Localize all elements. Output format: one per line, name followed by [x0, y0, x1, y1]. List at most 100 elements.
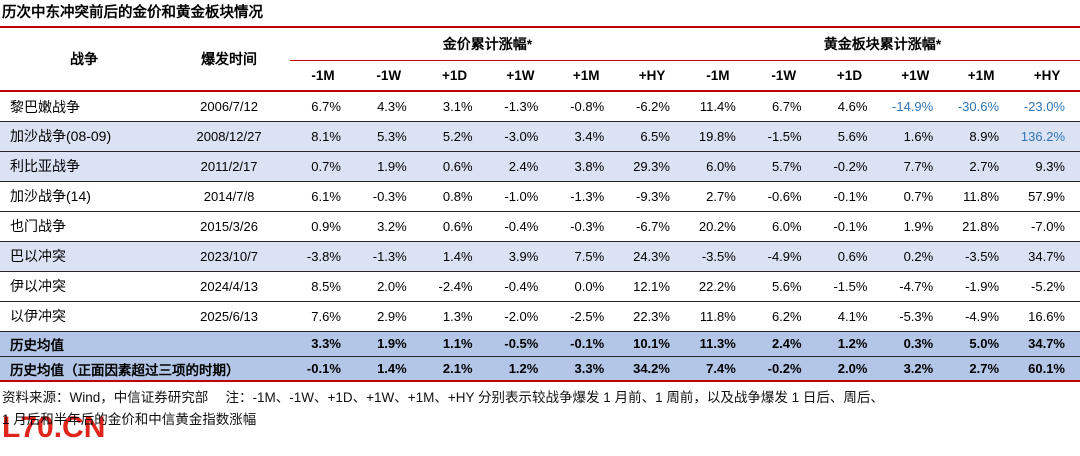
table-row: 黎巴嫩战争 2006/7/12 6.7% 4.3% 3.1% -1.3% -0.8% -6.2… — [0, 91, 1080, 122]
value-cell: 11.4% — [684, 91, 751, 122]
value-cell: 11.8% — [684, 301, 751, 332]
value-cell: 2.4% — [487, 151, 554, 182]
value-cell: 22.3% — [619, 301, 685, 332]
value-cell: -14.9% — [882, 91, 949, 122]
value-cell: 5.2% — [421, 121, 488, 152]
value-cell: 0.3% — [882, 331, 949, 357]
period-header: -1M — [684, 60, 751, 93]
group-header-gold-sector: 黄金板块累计涨幅* — [684, 27, 1080, 61]
value-cell: -5.3% — [882, 301, 949, 332]
date-cell: 2014/7/8 — [168, 181, 291, 212]
value-cell: 2.0% — [355, 271, 422, 302]
value-cell: 0.6% — [421, 151, 488, 182]
value-cell: 5.6% — [816, 121, 883, 152]
value-cell: -6.7% — [619, 211, 685, 242]
value-cell: -5.2% — [1014, 271, 1080, 302]
period-header: +1M — [553, 60, 620, 93]
war-name-cell: 利比亚战争 — [0, 151, 169, 182]
period-header: +1W — [487, 60, 554, 93]
table-row: 利比亚战争 2011/2/17 0.7% 1.9% 0.6% 2.4% 3.8% 29.3% 6… — [0, 151, 1080, 182]
value-cell: 9.3% — [1014, 151, 1080, 182]
period-header: +1D — [816, 60, 883, 93]
value-cell: 11.8% — [948, 181, 1015, 212]
value-cell: 6.7% — [750, 91, 817, 122]
value-cell: -1.0% — [487, 181, 554, 212]
value-cell: 7.6% — [290, 301, 356, 332]
war-name-cell: 加沙战争(08-09) — [0, 121, 169, 152]
value-cell: 1.9% — [355, 151, 422, 182]
value-cell: 1.6% — [882, 121, 949, 152]
value-cell: 24.3% — [619, 241, 685, 272]
value-cell: 3.8% — [553, 151, 620, 182]
value-cell: 34.7% — [1014, 241, 1080, 272]
table-row: 加沙战争(08-09) 2008/12/27 8.1% 5.3% 5.2% -3.0% 3.… — [0, 121, 1080, 152]
value-cell: -2.4% — [421, 271, 488, 302]
period-header: +1W — [882, 60, 949, 93]
summary-label-cell: 历史均值 — [0, 331, 291, 357]
value-cell: -2.0% — [487, 301, 554, 332]
column-header-war: 战争 — [0, 27, 169, 93]
value-cell: 8.5% — [290, 271, 356, 302]
value-cell: -0.5% — [487, 331, 554, 357]
value-cell: 22.2% — [684, 271, 751, 302]
period-header: -1W — [750, 60, 817, 93]
period-header: +1D — [421, 60, 488, 93]
value-cell: 34.2% — [619, 356, 685, 383]
value-cell: -0.2% — [750, 356, 817, 383]
value-cell: 34.7% — [1014, 331, 1080, 357]
value-cell: -6.2% — [619, 91, 685, 122]
value-cell: 6.7% — [290, 91, 356, 122]
value-cell: 136.2% — [1014, 121, 1080, 152]
value-cell: 6.0% — [684, 151, 751, 182]
value-cell: -4.7% — [882, 271, 949, 302]
value-cell: -3.0% — [487, 121, 554, 152]
value-cell: 1.3% — [421, 301, 488, 332]
date-cell: 2011/2/17 — [168, 151, 291, 182]
value-cell: 7.5% — [553, 241, 620, 272]
value-cell: 3.1% — [421, 91, 488, 122]
value-cell: 6.0% — [750, 211, 817, 242]
value-cell: 0.2% — [882, 241, 949, 272]
period-header: -1W — [355, 60, 422, 93]
value-cell: 1.9% — [882, 211, 949, 242]
date-cell: 2008/12/27 — [168, 121, 291, 152]
value-cell: 1.2% — [487, 356, 554, 383]
value-cell: -7.0% — [1014, 211, 1080, 242]
value-cell: -1.3% — [355, 241, 422, 272]
table-header: 战争 爆发时间 金价累计涨幅* 黄金板块累计涨幅* -1M -1W +1D +1W +1… — [0, 27, 1080, 93]
period-header: -1M — [290, 60, 356, 93]
value-cell: 5.0% — [948, 331, 1015, 357]
value-cell: 1.4% — [355, 356, 422, 383]
source-note: 资料来源：Wind，中信证券研究部 注：-1M、-1W、+1D、+1W、+1M、… — [0, 382, 1080, 431]
value-cell: -0.4% — [487, 211, 554, 242]
value-cell: 8.1% — [290, 121, 356, 152]
value-cell: -9.3% — [619, 181, 685, 212]
value-cell: 10.1% — [619, 331, 685, 357]
value-cell: 2.7% — [948, 356, 1015, 383]
value-cell: -0.3% — [553, 211, 620, 242]
conflict-performance-table: 战争 爆发时间 金价累计涨幅* 黄金板块累计涨幅* -1M -1W +1D +1W +1… — [0, 26, 1080, 383]
value-cell: 5.3% — [355, 121, 422, 152]
value-cell: 2.4% — [750, 331, 817, 357]
value-cell: 8.9% — [948, 121, 1015, 152]
value-cell: 29.3% — [619, 151, 685, 182]
value-cell: -4.9% — [750, 241, 817, 272]
value-cell: -0.2% — [816, 151, 883, 182]
source-note-line2: 1 月后和半年后的金价和中信黄金指数涨幅 — [2, 412, 257, 428]
column-header-date: 爆发时间 — [168, 27, 291, 93]
value-cell: -0.1% — [816, 211, 883, 242]
period-header-row: -1M -1W +1D +1W +1M +HY -1M -1W +1D +1W +1M +HY — [0, 60, 1080, 93]
value-cell: -2.5% — [553, 301, 620, 332]
value-cell: 0.6% — [421, 211, 488, 242]
date-cell: 2006/7/12 — [168, 91, 291, 122]
table-row: 伊以冲突 2024/4/13 8.5% 2.0% -2.4% -0.4% 0.0% 12.1%… — [0, 271, 1080, 302]
value-cell: -1.9% — [948, 271, 1015, 302]
value-cell: 4.3% — [355, 91, 422, 122]
value-cell: 1.1% — [421, 331, 488, 357]
value-cell: 4.1% — [816, 301, 883, 332]
value-cell: 2.0% — [816, 356, 883, 383]
source-note-line1: 资料来源：Wind，中信证券研究部 注：-1M、-1W、+1D、+1W、+1M、… — [2, 390, 884, 406]
summary-row: 历史均值（正面因素超过三项的时期） -0.1% 1.4% 2.1% 1.2% 3.3% 34… — [0, 356, 1080, 383]
value-cell: 21.8% — [948, 211, 1015, 242]
value-cell: 11.3% — [684, 331, 751, 357]
